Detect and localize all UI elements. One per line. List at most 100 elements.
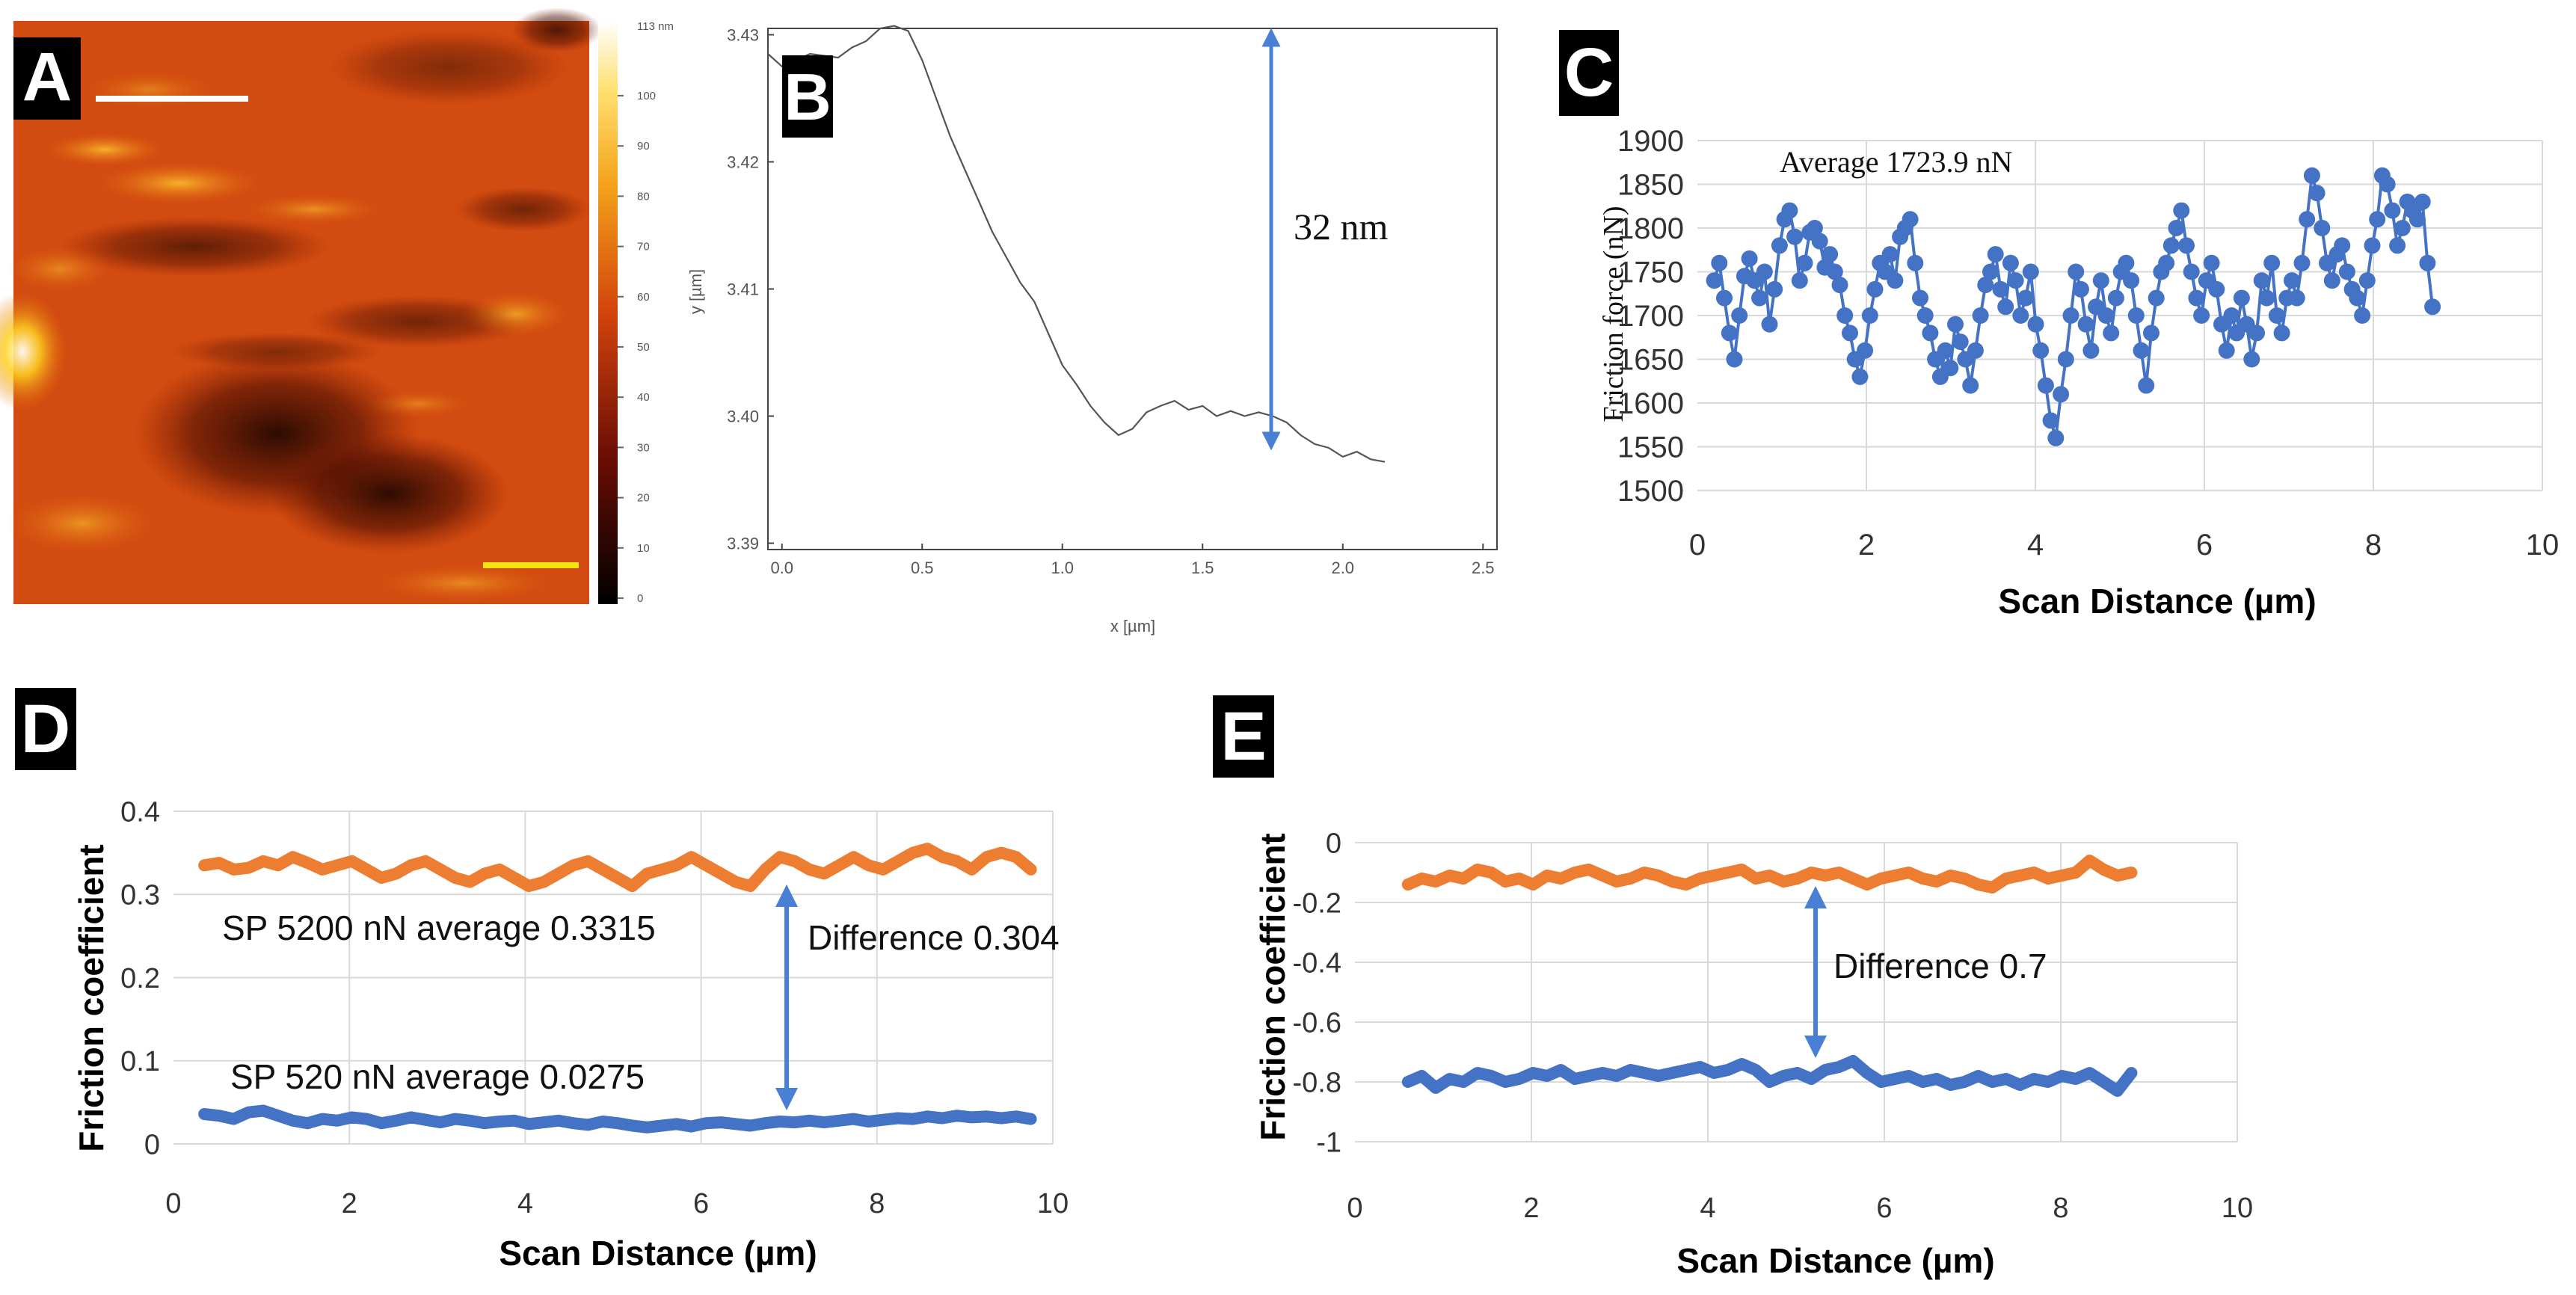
panel-c-data-point	[2107, 289, 2124, 307]
panel-c-data-point	[2208, 280, 2225, 298]
panel-d-xtick-label: 2	[342, 1188, 357, 1219]
panel-c-data-point	[1716, 289, 1733, 307]
panel-c-data-point	[1786, 228, 1804, 245]
panel-c-xtick-label: 2	[1858, 529, 1875, 562]
panel-e-ticks: 0 2 4 6 8 10 0 -0.2 -0.4 -0.6 -0.8 -1	[1293, 828, 2254, 1224]
colorbar-tick-label: 20	[637, 492, 650, 505]
panel-c-data-point	[1952, 333, 1969, 351]
panel-c-data-point	[2138, 377, 2155, 394]
panel-c-data-point	[2288, 289, 2305, 307]
panel-c-annotation: Average 1723.9 nN	[1780, 145, 2012, 179]
panel-c-data-point	[2162, 237, 2180, 254]
panel-e-xtick-label: 6	[1876, 1193, 1892, 1224]
panel-c-data-point	[2354, 307, 2371, 324]
panel-c-data-point	[2072, 280, 2089, 298]
panel-b-ytick-label: 3.42	[727, 153, 759, 172]
panel-b-profile-line	[767, 25, 1386, 463]
panel-c-data-point	[2323, 272, 2340, 289]
panel-c-xtick-label: 0	[1689, 529, 1706, 562]
panel-c-data-point	[2414, 193, 2431, 210]
panel-d-upper-annotation: SP 5200 nN average 0.3315	[222, 908, 656, 947]
panel-b-ylabel: y [µm]	[686, 269, 705, 314]
panel-c-data-point	[2273, 324, 2290, 342]
panel-c-data-point	[1796, 254, 1813, 271]
panel-c-data-point	[1761, 316, 1778, 333]
panel-c-data-point	[2017, 289, 2034, 307]
panel-e-ytick-label: -0.2	[1293, 888, 1341, 919]
panel-d-xtick-label: 4	[517, 1188, 533, 1219]
panel-e-friction-coefficient: 0 2 4 6 8 10 0 -0.2 -0.4 -0.6 -0.8 -1 Difference 0.…	[1253, 828, 2253, 1280]
panel-c-data-point	[1977, 277, 1994, 294]
panel-c-data-point	[2268, 307, 2285, 324]
panel-c-data-point	[2424, 298, 2441, 316]
panel-c-data-point	[2263, 254, 2281, 271]
panel-c-data-point	[1851, 368, 1869, 385]
panel-c-data-point	[2293, 254, 2311, 271]
panel-c-data-point	[2203, 254, 2220, 271]
panel-c-data-point	[1982, 263, 1999, 280]
panel-c-data-point	[1942, 360, 1959, 377]
panel-c-data-point	[2057, 351, 2074, 368]
panel-c-data-point	[2284, 272, 2300, 289]
panel-c-data-point	[1902, 211, 1919, 228]
panel-e-xtick-label: 4	[1700, 1193, 1715, 1224]
panel-c-data-point	[2314, 220, 2331, 236]
panel-label-b-box	[782, 55, 833, 138]
panel-b-ticks: 0.0 0.5 1.0 1.5 2.0 2.5 3.43 3.42 3.41 3.40 3.39	[727, 26, 1494, 578]
panel-c-data-point	[1831, 277, 1848, 294]
panel-c-data-point	[2002, 254, 2019, 271]
panel-c-data-point	[1711, 254, 1728, 271]
panel-c-xtick-label: 10	[2526, 529, 2560, 562]
panel-b-xtick-label: 0.5	[911, 559, 934, 577]
panel-c-data-point	[2384, 202, 2401, 219]
panel-c-data-point	[2419, 254, 2436, 271]
panel-b-height-profile: 0.0 0.5 1.0 1.5 2.0 2.5 3.43 3.42 3.41 3.40 3.39 3…	[686, 25, 1498, 636]
panel-c-data-point	[2178, 237, 2195, 254]
panel-c-data-point	[1887, 272, 1904, 289]
white-scale-bar	[96, 96, 248, 102]
panel-c-xtick-label: 6	[2196, 529, 2213, 562]
panel-c-data-point	[1766, 280, 1783, 298]
panel-c-data-point	[1916, 307, 1934, 324]
panel-c-data-point	[1706, 272, 1723, 289]
panel-c-data-point	[1907, 254, 1924, 271]
panel-b-plot-frame	[767, 28, 1498, 550]
panel-c-ytick-label: 1550	[1617, 431, 1684, 464]
panel-c-data-point	[2223, 307, 2240, 324]
panel-c-data-point	[1822, 246, 1839, 263]
panel-label-c-box	[1559, 30, 1619, 116]
panel-c-data-point	[2042, 412, 2059, 429]
panel-c-data-point	[2082, 342, 2100, 359]
panel-c-data-point	[2389, 237, 2406, 254]
panel-c-data-point	[2253, 272, 2270, 289]
panel-c-data-point	[2243, 351, 2260, 368]
panel-c-data-point	[2409, 211, 2426, 228]
panel-d-xlabel: Scan Distance (µm)	[499, 1234, 817, 1273]
panel-c-data-point	[2173, 202, 2190, 219]
panel-d-ytick-label: 0.3	[120, 880, 160, 911]
panel-d-ylabel: Friction coefficient	[72, 844, 111, 1151]
panel-c-data-point	[2338, 263, 2355, 280]
panel-c-data-point	[2053, 386, 2070, 403]
panel-c-data-point	[1987, 246, 2004, 263]
panel-e-xtick-label: 8	[2053, 1193, 2068, 1224]
panel-e-ytick-label: -0.4	[1293, 947, 1341, 979]
panel-b-xtick-label: 1.0	[1051, 559, 1074, 577]
panel-c-data-point	[2118, 254, 2135, 271]
colorbar-tick-label: 60	[637, 291, 650, 304]
panel-c-data-point	[1811, 233, 1828, 250]
panel-c-data-point	[1726, 351, 1743, 368]
panel-c-ytick-label: 1500	[1617, 475, 1684, 508]
panel-c-data-point	[1721, 324, 1738, 342]
panel-c-data-point	[1842, 324, 1858, 342]
colorbar-tick-label: 40	[637, 391, 650, 404]
panel-c-ytick-label: 1850	[1617, 169, 1684, 202]
panel-c-grid	[1697, 140, 2543, 491]
colorbar-tick-label: 0	[637, 592, 643, 605]
panel-c-data-point	[2193, 307, 2210, 324]
panel-c-data-point	[2127, 307, 2145, 324]
panel-c-data-point	[2092, 272, 2109, 289]
panel-c-data-point	[2394, 220, 2411, 236]
